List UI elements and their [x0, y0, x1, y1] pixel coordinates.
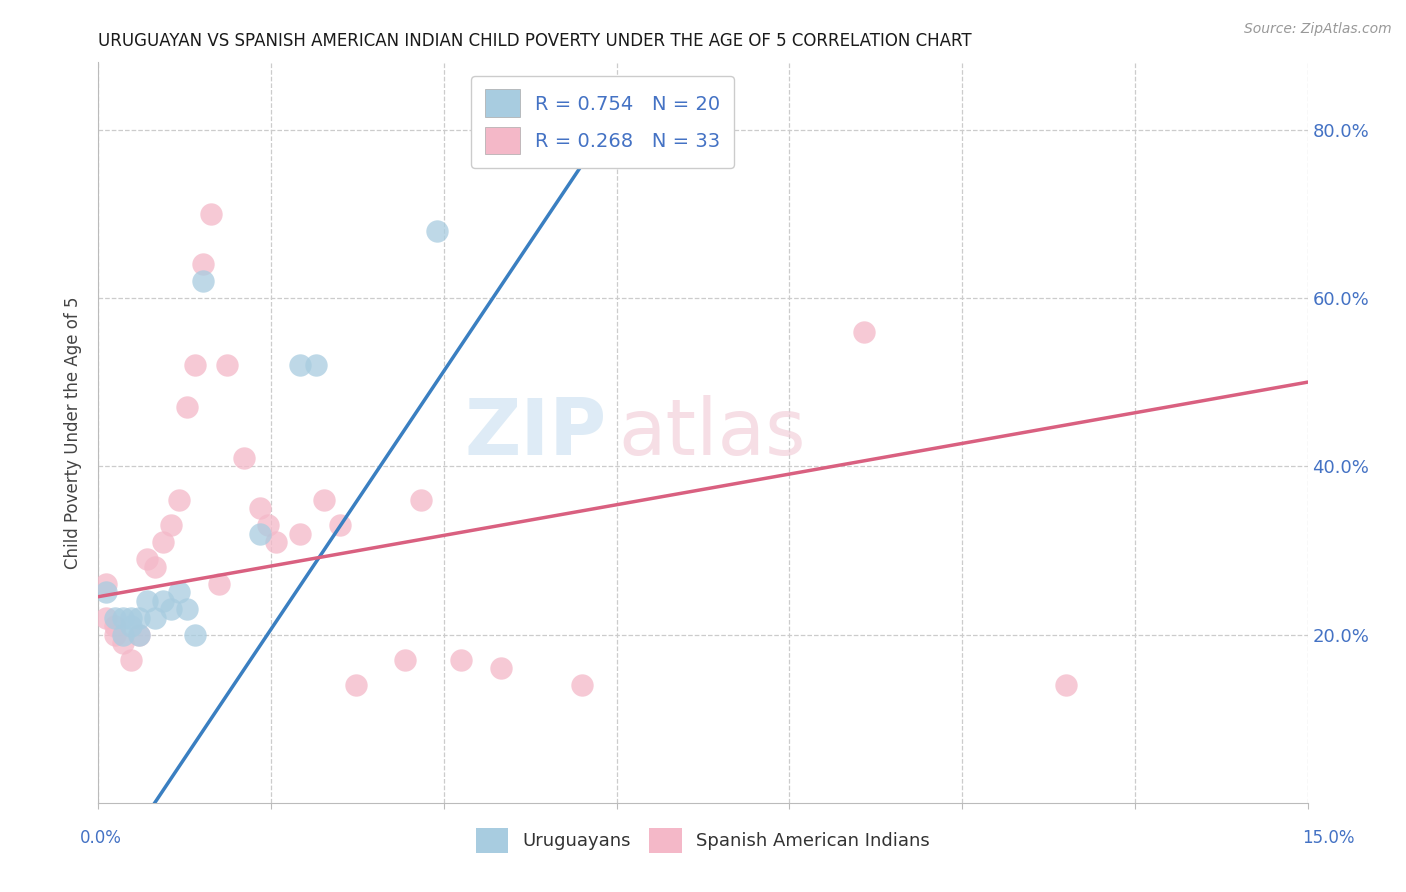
Point	[426, 224, 449, 238]
Point	[256, 518, 278, 533]
Point	[120, 619, 142, 633]
Point	[152, 594, 174, 608]
Point	[120, 653, 142, 667]
Point	[232, 450, 254, 465]
Point	[217, 359, 239, 373]
Point	[103, 610, 125, 624]
Point	[200, 207, 222, 221]
Point	[143, 560, 166, 574]
Point	[305, 359, 328, 373]
Text: Source: ZipAtlas.com: Source: ZipAtlas.com	[1244, 22, 1392, 37]
Point	[491, 661, 513, 675]
Point	[96, 577, 118, 591]
Text: ZIP: ZIP	[464, 394, 606, 471]
Point	[103, 619, 125, 633]
Point	[128, 627, 150, 641]
Point	[152, 535, 174, 549]
Point	[176, 401, 198, 415]
Point	[264, 535, 287, 549]
Point	[176, 602, 198, 616]
Legend: Uruguayans, Spanish American Indians: Uruguayans, Spanish American Indians	[468, 821, 938, 861]
Point	[167, 492, 190, 507]
Point	[193, 257, 215, 271]
Point	[160, 602, 183, 616]
Text: atlas: atlas	[619, 394, 806, 471]
Point	[111, 636, 134, 650]
Point	[288, 526, 311, 541]
Text: 15.0%: 15.0%	[1302, 829, 1355, 847]
Text: 0.0%: 0.0%	[80, 829, 122, 847]
Point	[143, 610, 166, 624]
Text: URUGUAYAN VS SPANISH AMERICAN INDIAN CHILD POVERTY UNDER THE AGE OF 5 CORRELATIO: URUGUAYAN VS SPANISH AMERICAN INDIAN CHI…	[98, 32, 972, 50]
Point	[208, 577, 231, 591]
Point	[184, 627, 207, 641]
Point	[111, 627, 134, 641]
Point	[128, 610, 150, 624]
Point	[160, 518, 183, 533]
Point	[167, 585, 190, 599]
Point	[193, 274, 215, 288]
Point	[120, 610, 142, 624]
Point	[450, 653, 472, 667]
Point	[409, 492, 432, 507]
Point	[344, 678, 367, 692]
Point	[135, 551, 157, 566]
Point	[249, 526, 271, 541]
Point	[288, 359, 311, 373]
Point	[103, 627, 125, 641]
Y-axis label: Child Poverty Under the Age of 5: Child Poverty Under the Age of 5	[65, 296, 83, 569]
Point	[128, 627, 150, 641]
Point	[96, 610, 118, 624]
Point	[394, 653, 416, 667]
Point	[184, 359, 207, 373]
Point	[314, 492, 336, 507]
Point	[853, 325, 876, 339]
Point	[135, 594, 157, 608]
Point	[96, 585, 118, 599]
Point	[249, 501, 271, 516]
Point	[329, 518, 352, 533]
Point	[571, 678, 593, 692]
Point	[1054, 678, 1077, 692]
Point	[111, 610, 134, 624]
